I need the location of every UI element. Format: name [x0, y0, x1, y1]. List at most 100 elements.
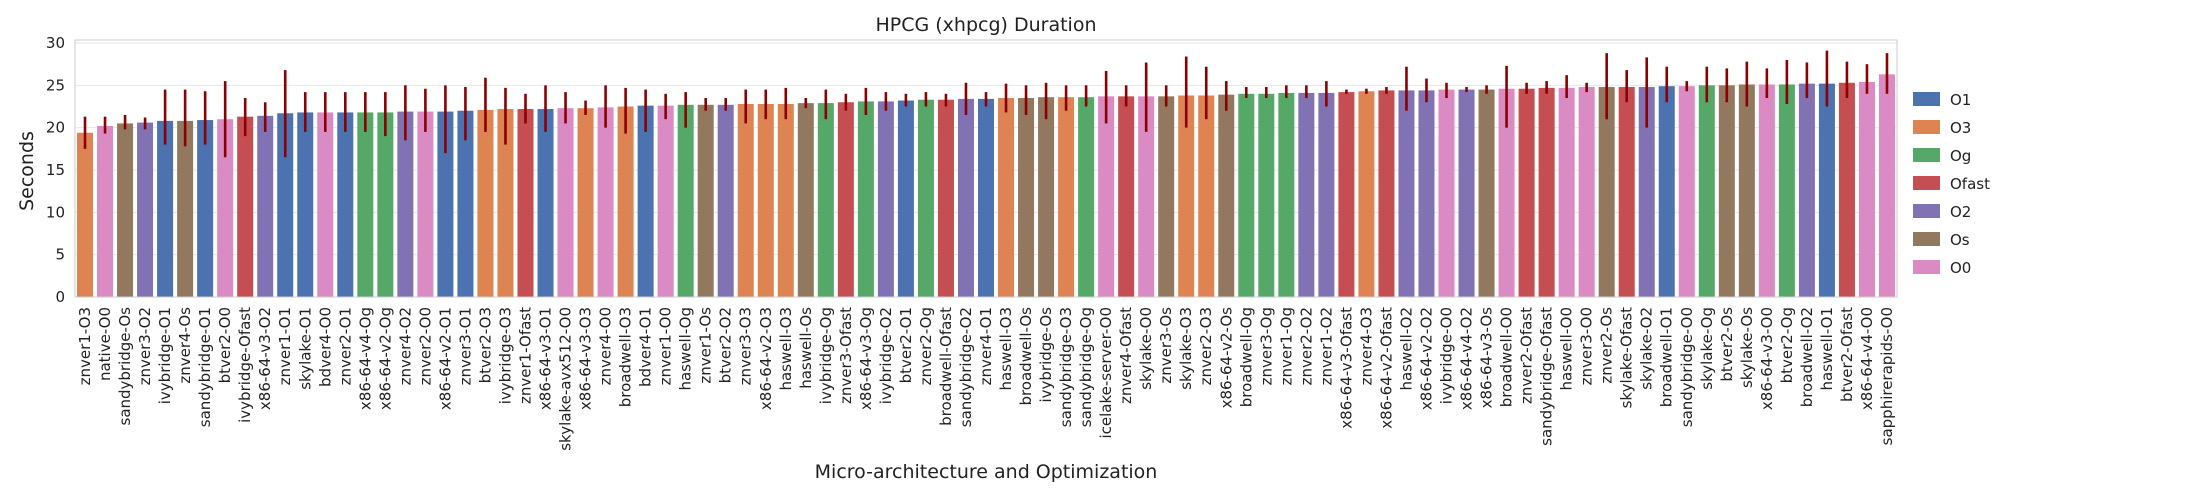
x-tick-label: znver1-Og [1277, 307, 1295, 385]
bar [917, 99, 934, 297]
y-tick-label: 30 [46, 34, 65, 52]
legend-label: O1 [1950, 91, 1971, 109]
bar [837, 102, 854, 298]
x-tick-label: btver2-O3 [476, 307, 494, 383]
bar [517, 109, 534, 297]
x-tick-label: x86-64-v3-Ofast [1337, 307, 1355, 429]
bar [1718, 85, 1735, 297]
bar [1278, 92, 1295, 297]
bar [1638, 87, 1655, 297]
bar [1598, 87, 1615, 297]
bar [1198, 95, 1215, 297]
x-tick-label: ivybridge-O3 [496, 307, 514, 404]
y-tick-label: 25 [46, 76, 65, 94]
bar [1118, 96, 1135, 297]
x-tick-label: btver2-Og [1778, 307, 1796, 383]
x-tick-label: haswell-O3 [777, 307, 795, 391]
bar [1818, 83, 1835, 297]
bar [457, 110, 474, 297]
bar [1058, 97, 1075, 297]
bar [137, 122, 154, 297]
x-tick-label: znver4-Ofast [1117, 307, 1135, 404]
x-tick-label: sandybridge-O1 [196, 307, 214, 427]
x-tick-label: haswell-O3 [997, 307, 1015, 391]
x-tick-label: znver1-O3 [76, 307, 94, 385]
x-tick-label: btver2-O1 [897, 307, 915, 383]
x-tick-label: x86-64-v4-Og [356, 307, 374, 410]
bars [77, 74, 1895, 298]
plot-frame [74, 39, 1898, 298]
bar [1778, 84, 1795, 297]
x-tick-label: native-O0 [96, 307, 114, 381]
bar [717, 104, 734, 297]
bar [577, 108, 594, 298]
bar [617, 106, 634, 297]
x-tick-label: znver3-Og [1257, 307, 1275, 385]
bar [497, 109, 514, 297]
bar [1838, 82, 1855, 297]
bar [957, 98, 974, 297]
bar [157, 120, 174, 297]
x-tick-label: znver3-O3 [737, 307, 755, 385]
x-tick-label: x86-64-v3-Os [1478, 307, 1496, 409]
bar [537, 109, 554, 297]
bar [1478, 89, 1495, 297]
x-tick-label: broadwell-Og [1237, 307, 1255, 407]
x-tick-label: sandybridge-O0 [1678, 307, 1696, 427]
x-tick-label: znver3-O0 [1578, 307, 1596, 385]
bar [1338, 92, 1355, 298]
x-tick-label: znver2-Ofast [1518, 307, 1536, 404]
x-tick-label: x86-64-v2-O3 [757, 307, 775, 410]
x-tick-label: broadwell-O2 [1798, 307, 1816, 407]
x-tick-label: haswell-O1 [1818, 307, 1836, 391]
bar [1178, 95, 1195, 297]
bar [297, 112, 314, 297]
x-tick-label: skylake-O0 [1137, 307, 1155, 390]
x-tick-label: znver1-O0 [657, 307, 675, 385]
x-tick-label: x86-64-v3-Og [857, 307, 875, 410]
x-tick-label: icelake-server-O0 [1097, 307, 1115, 439]
legend-label: O3 [1950, 119, 1971, 137]
bar [1018, 98, 1035, 298]
x-tick-label: znver2-O1 [336, 307, 354, 385]
x-tick-label: bdver4-O1 [637, 307, 655, 387]
bar [317, 112, 334, 297]
bar [1158, 96, 1175, 297]
bar [697, 104, 714, 297]
x-tick-label: x86-64-v3-O2 [256, 307, 274, 410]
x-tick-label: skylake-O1 [296, 307, 314, 390]
x-tick-label: broadwell-Ofast [937, 307, 955, 426]
x-tick-label: x86-64-v2-Os [1217, 307, 1235, 409]
legend-swatch [1913, 92, 1940, 106]
x-tick-label: sandybridge-O3 [1057, 307, 1075, 427]
bar [1738, 84, 1755, 297]
x-tick-label: znver4-Os [176, 307, 194, 384]
x-tick-label: x86-64-v2-Og [376, 307, 394, 410]
x-tick-label: znver3-O2 [136, 307, 154, 385]
x-tick-label: znver4-O0 [597, 307, 615, 385]
bar [977, 98, 995, 297]
legend-label: Os [1950, 231, 1970, 249]
bar [377, 112, 394, 297]
x-axis-title: Micro-architecture and Optimization [815, 461, 1158, 483]
bar [277, 113, 294, 297]
bar [97, 125, 114, 298]
bar [1418, 90, 1435, 297]
bar [417, 111, 434, 297]
x-tick-label: znver4-O1 [977, 307, 995, 385]
bar [1438, 89, 1455, 297]
bar [657, 105, 674, 297]
x-tick-label: x86-64-v2-O2 [1417, 307, 1435, 410]
bar [1878, 74, 1895, 298]
x-tick-label: btver2-O0 [216, 307, 234, 383]
x-tick-label: haswell-Os [797, 307, 815, 389]
y-tick-label: 0 [55, 288, 65, 306]
bar [597, 107, 614, 297]
x-tick-label: sandybridge-O2 [957, 307, 975, 427]
bar [77, 132, 94, 297]
legend-label: Ofast [1950, 175, 1990, 193]
x-tick-label: sapphirerapids-O0 [1878, 307, 1896, 445]
bar [1238, 93, 1255, 297]
chart-title: HPCG (xhpcg) Duration [875, 14, 1096, 36]
bar [1038, 97, 1055, 297]
